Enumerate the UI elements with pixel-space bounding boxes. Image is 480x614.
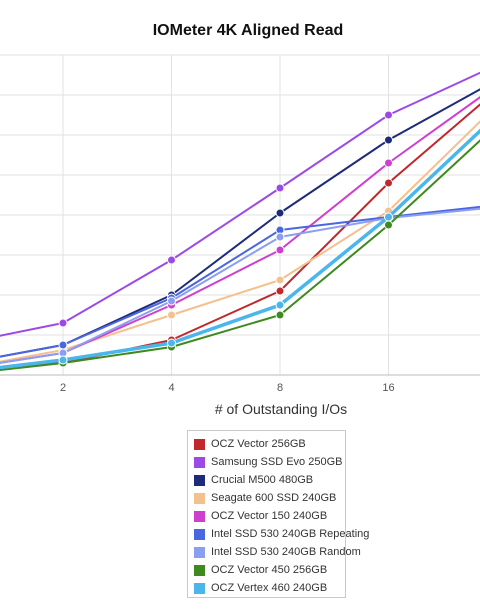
legend-label: OCZ Vector 256GB <box>211 438 306 450</box>
x-axis-label: # of Outstanding I/Os <box>215 401 347 417</box>
data-point[interactable] <box>384 158 393 168</box>
legend-label: Intel SSD 530 240GB Random <box>211 546 361 558</box>
legend-label: OCZ Vector 450 256GB <box>211 564 328 576</box>
series-line <box>0 71 480 337</box>
legend-item[interactable]: Seagate 600 SSD 240GB <box>194 489 336 507</box>
legend-item[interactable]: Samsung SSD Evo 250GB <box>194 453 342 471</box>
series-line <box>0 128 480 370</box>
legend-label: Crucial M500 480GB <box>211 474 314 486</box>
x-tick-label: 16 <box>382 382 394 394</box>
data-point[interactable] <box>275 208 285 218</box>
series-samsung-ssd-evo-250gb <box>0 71 480 337</box>
data-point[interactable] <box>384 212 393 222</box>
legend-swatch <box>194 510 205 522</box>
data-point[interactable] <box>275 310 285 320</box>
legend-swatch <box>194 456 205 468</box>
legend-item[interactable]: Intel SSD 530 240GB Repeating <box>194 525 369 543</box>
series-ocz-vertex-460-240gb <box>0 128 480 370</box>
legend-item[interactable]: OCZ Vertex 460 240GB <box>194 579 327 597</box>
x-tick-label: 4 <box>168 382 174 394</box>
legend: OCZ Vector 256GB Samsung SSD Evo 250GB Cru… <box>187 430 369 598</box>
data-point[interactable] <box>58 340 68 350</box>
x-tick-label: 8 <box>277 382 283 394</box>
data-point[interactable] <box>275 300 285 310</box>
data-point[interactable] <box>384 135 393 145</box>
data-point[interactable] <box>58 355 68 365</box>
legend-swatch <box>194 528 205 540</box>
x-axis: 2 4 8 16 <box>0 374 480 394</box>
legend-label: Samsung SSD Evo 250GB <box>211 456 343 468</box>
legend-swatch <box>194 582 205 594</box>
data-point[interactable] <box>384 178 393 188</box>
legend-label: OCZ Vertex 460 240GB <box>211 582 328 594</box>
legend-item[interactable]: Intel SSD 530 240GB Random <box>194 543 361 561</box>
chart-title: IOMeter 4K Aligned Read <box>153 22 344 39</box>
legend-swatch <box>194 564 205 576</box>
legend-item[interactable]: OCZ Vector 450 256GB <box>194 561 327 579</box>
series-line <box>0 205 480 358</box>
data-point[interactable] <box>167 296 176 306</box>
series-line <box>0 120 480 363</box>
legend-swatch <box>194 438 205 450</box>
legend-item[interactable]: OCZ Vector 150 240GB <box>194 507 327 525</box>
data-point[interactable] <box>275 232 285 242</box>
data-point[interactable] <box>167 310 176 320</box>
legend-label: OCZ Vector 150 240GB <box>211 510 328 522</box>
data-point[interactable] <box>275 275 285 285</box>
legend-swatch <box>194 546 205 558</box>
legend-swatch <box>194 492 205 504</box>
data-point[interactable] <box>167 338 176 348</box>
legend-item[interactable]: Crucial M500 480GB <box>194 471 313 489</box>
data-point[interactable] <box>167 255 176 265</box>
legend-label: Intel SSD 530 240GB Repeating <box>211 528 370 540</box>
legend-item[interactable]: OCZ Vector 256GB <box>194 435 306 453</box>
data-point[interactable] <box>58 318 68 328</box>
legend-label: Seagate 600 SSD 240GB <box>211 492 337 504</box>
data-point[interactable] <box>384 220 393 230</box>
series-lines <box>0 71 480 371</box>
data-point[interactable] <box>384 110 393 120</box>
data-point[interactable] <box>275 245 285 255</box>
series-line <box>0 207 480 364</box>
data-point[interactable] <box>275 286 285 296</box>
legend-swatch <box>194 474 205 486</box>
x-tick-label: 2 <box>60 382 66 394</box>
data-point[interactable] <box>275 183 285 193</box>
series-line <box>0 139 480 371</box>
